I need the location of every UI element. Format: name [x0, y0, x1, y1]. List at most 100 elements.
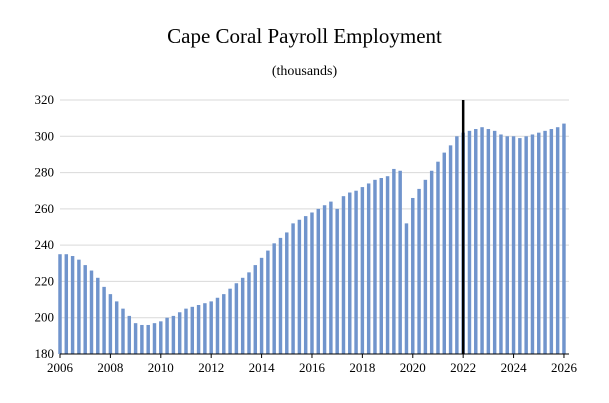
bar [404, 223, 409, 354]
y-tick-label: 280 [35, 165, 55, 180]
bar-series [58, 123, 566, 355]
bar [215, 297, 220, 354]
bar [455, 136, 459, 354]
bar [562, 123, 566, 354]
bar [518, 138, 522, 354]
x-tick-label: 2026 [551, 360, 578, 375]
bar [159, 321, 163, 354]
x-tick-label: 2022 [450, 360, 476, 375]
bar [83, 265, 87, 354]
bar [291, 223, 295, 354]
bar [297, 219, 302, 354]
bar [335, 208, 339, 354]
bar [146, 324, 150, 354]
bar [70, 256, 75, 354]
bar [96, 277, 100, 354]
bar [392, 168, 396, 354]
bar [165, 317, 169, 354]
bar [247, 272, 251, 354]
bar [329, 201, 333, 354]
x-tick-label: 2020 [400, 360, 426, 375]
x-tick-label: 2006 [47, 360, 74, 375]
bar [272, 243, 276, 354]
gridlines [60, 99, 569, 319]
x-tick-label: 2010 [148, 360, 174, 375]
bar [442, 152, 446, 354]
bar [398, 170, 402, 354]
y-tick-label: 300 [35, 128, 55, 143]
bar [152, 323, 157, 354]
bar [259, 257, 264, 354]
bar [240, 277, 245, 354]
bar [184, 308, 188, 354]
bar [89, 270, 94, 354]
bar [127, 315, 132, 354]
bar [385, 176, 390, 354]
bar [429, 170, 434, 354]
bar [190, 306, 195, 354]
bar [77, 259, 81, 354]
bar [492, 130, 497, 354]
bar [58, 254, 62, 354]
bar [354, 190, 358, 354]
bar [310, 212, 314, 354]
bar [114, 301, 119, 354]
bar [360, 187, 365, 354]
chart-subtitle: (thousands) [271, 64, 338, 79]
bar [133, 323, 138, 354]
bar [64, 254, 69, 354]
bar [140, 324, 144, 354]
bar [228, 288, 232, 354]
bar [266, 250, 270, 354]
bar [303, 216, 308, 354]
bar [417, 188, 421, 354]
x-tick-labels: 2006 2008 2010 2012 2014 2016 2018 2020 2022 2024… [47, 360, 577, 375]
bar [411, 197, 415, 354]
bar [373, 179, 377, 354]
bar [322, 205, 327, 354]
bar [480, 127, 484, 355]
bar [530, 134, 535, 354]
bar [423, 179, 428, 354]
bar [209, 301, 213, 354]
bar [108, 294, 113, 354]
bar [366, 183, 371, 354]
y-tick-label: 320 [35, 92, 55, 107]
bar [196, 305, 201, 354]
chart-title: Cape Coral Payroll Employment [167, 24, 442, 48]
x-tick-label: 2012 [198, 360, 224, 375]
bar [341, 196, 346, 354]
bar [524, 136, 528, 354]
bar [316, 208, 321, 354]
y-tick-label: 260 [35, 201, 55, 216]
x-tick-label: 2014 [249, 360, 276, 375]
bar [555, 127, 560, 355]
bar [511, 136, 516, 354]
axes [59, 353, 569, 358]
x-tick-label: 2016 [299, 360, 326, 375]
bar [486, 129, 491, 354]
bar [171, 315, 176, 354]
y-tick-label: 240 [35, 237, 55, 252]
bar [177, 312, 182, 354]
bar [203, 303, 207, 354]
bar [121, 308, 125, 354]
bar [505, 136, 509, 354]
x-tick-label: 2008 [97, 360, 123, 375]
bar [448, 145, 453, 354]
bar [102, 286, 106, 354]
y-tick-label: 200 [35, 310, 55, 325]
y-tick-label: 220 [35, 273, 55, 288]
y-tick-labels: 180 200 220 240 260 280 300 320 [35, 92, 55, 361]
bar [379, 178, 383, 354]
bar [499, 134, 503, 354]
y-tick-label: 180 [35, 346, 55, 361]
bar [543, 130, 547, 354]
bar [467, 130, 472, 354]
bar [348, 192, 352, 354]
x-tick-label: 2024 [501, 360, 528, 375]
bar [436, 161, 440, 354]
bar [537, 132, 541, 354]
bar [234, 283, 239, 354]
